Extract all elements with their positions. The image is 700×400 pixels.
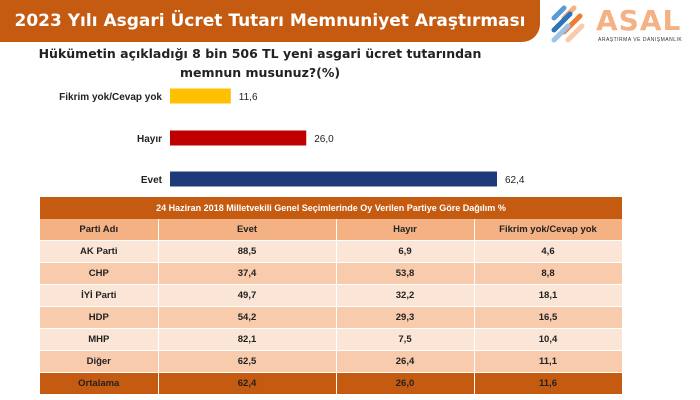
asal-logo: ASAL ARAŞTIRMA VE DANIŞMANLIK [548, 4, 698, 44]
table-cell: İYİ Parti [40, 284, 159, 307]
bar-value-label: 62,4 [505, 175, 525, 186]
logo-mark-icon [551, 5, 585, 43]
table-cell: 82,1 [158, 328, 337, 351]
column-header: Fikrim yok/Cevap yok [474, 219, 623, 241]
bar-category-label: Hayır [137, 134, 162, 145]
bar-category-label: Fikrim yok/Cevap yok [59, 92, 162, 103]
table-cell: 10,4 [474, 328, 623, 351]
table-cell: 37,4 [158, 262, 337, 285]
column-header: Hayır [336, 219, 475, 241]
table-cell: 6,9 [336, 240, 475, 263]
bar-value-label: 11,6 [239, 92, 258, 103]
table-cell: 54,2 [158, 306, 337, 329]
question-line-2: memnun musunuz?(%) [179, 65, 341, 80]
chart-question: Hükümetin açıkladığı 8 bin 506 TL yeni a… [0, 44, 520, 82]
bar-1 [170, 130, 307, 146]
column-header: Parti Adı [40, 219, 159, 241]
party-distribution-table: 24 Haziran 2018 Milletvekili Genel Seçim… [40, 197, 623, 395]
table-cell: 16,5 [474, 306, 623, 329]
logo-wordmark: ASAL [596, 4, 682, 37]
column-header: Evet [158, 219, 337, 241]
table-cell: CHP [40, 262, 159, 285]
table-caption: 24 Haziran 2018 Milletvekili Genel Seçim… [40, 197, 622, 219]
table-cell: 11,1 [474, 350, 623, 373]
table-row: CHP 37,4 53,8 8,8 [40, 262, 623, 285]
table-row: Diğer 62,5 26,4 11,1 [40, 350, 623, 373]
footer-cell: 26,0 [336, 372, 475, 395]
question-line-1: Hükümetin açıkladığı 8 bin 506 TL yeni a… [38, 46, 482, 61]
page-title: 2023 Yılı Asgari Ücret Tutarı Memnuniyet… [14, 11, 526, 31]
bar-0 [170, 88, 231, 104]
table-cell: Diğer [40, 350, 159, 373]
table-cell: 7,5 [336, 328, 475, 351]
table-row: İYİ Parti 49,7 32,2 18,1 [40, 284, 623, 307]
table-cell: 4,6 [474, 240, 623, 263]
table-cell: HDP [40, 306, 159, 329]
footer-cell: Ortalama [40, 372, 159, 395]
table-row: HDP 54,2 29,3 16,5 [40, 306, 623, 329]
table-cell: 18,1 [474, 284, 623, 307]
table-cell: 49,7 [158, 284, 337, 307]
bar-value-label: 26,0 [314, 134, 334, 145]
table-row: AK Parti 88,5 6,9 4,6 [40, 240, 623, 263]
table-row: MHP 82,1 7,5 10,4 [40, 328, 623, 351]
table-cell: MHP [40, 328, 159, 351]
table-header-row: Parti Adı Evet Hayır Fikrim yok/Cevap yok [40, 219, 623, 241]
table-cell: 53,8 [336, 262, 475, 285]
logo-tagline: ARAŞTIRMA VE DANIŞMANLIK [598, 37, 683, 43]
table-cell: 62,5 [158, 350, 337, 373]
satisfaction-bar-chart: Fikrim yok/Cevap yok 11,6 Hayır 26,0 Evet 62,… [59, 88, 525, 187]
table-cell: 88,5 [158, 240, 337, 263]
bar-2 [170, 171, 497, 187]
table-cell: 32,2 [336, 284, 475, 307]
table-footer-row: Ortalama 62,4 26,0 11,6 [40, 372, 623, 395]
table-cell: 29,3 [336, 306, 475, 329]
footer-cell: 11,6 [474, 372, 623, 395]
table-cell: 26,4 [336, 350, 475, 373]
bar-category-label: Evet [141, 175, 163, 186]
party-table: Parti Adı Evet Hayır Fikrim yok/Cevap yok A… [40, 219, 623, 395]
table-cell: AK Parti [40, 240, 159, 263]
title-banner: 2023 Yılı Asgari Ücret Tutarı Memnuniyet… [0, 0, 540, 42]
footer-cell: 62,4 [158, 372, 337, 395]
table-cell: 8,8 [474, 262, 623, 285]
table-body: AK Parti 88,5 6,9 4,6 CHP 37,4 53,8 8,8 İYİ Part… [40, 240, 623, 373]
